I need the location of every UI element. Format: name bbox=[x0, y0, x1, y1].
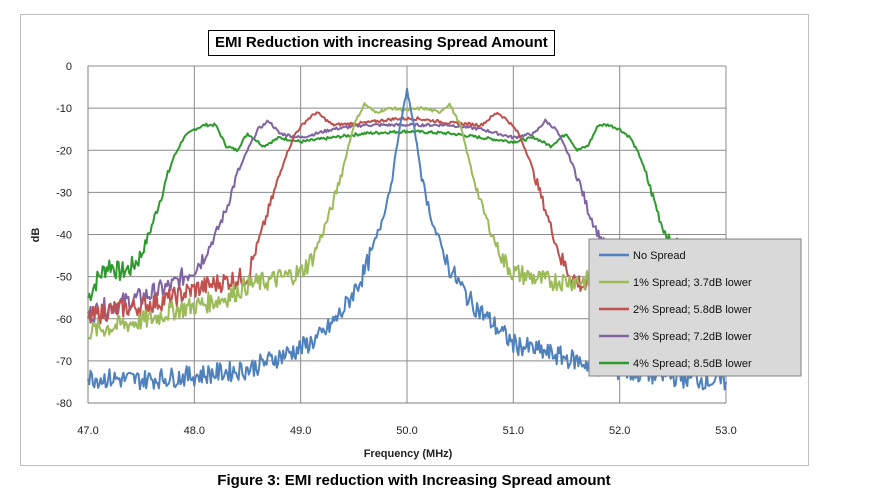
x-tick-label: 50.0 bbox=[396, 425, 417, 437]
legend-label: No Spread bbox=[633, 250, 686, 262]
series-line-1 bbox=[87, 102, 610, 340]
y-tick-label: -50 bbox=[56, 272, 72, 284]
y-tick-label: -60 bbox=[56, 314, 72, 326]
y-axis-label: dB bbox=[30, 228, 42, 243]
legend-label: 2% Spread; 5.8dB lower bbox=[633, 304, 752, 316]
x-tick-label: 49.0 bbox=[290, 425, 311, 437]
x-tick-label: 47.0 bbox=[77, 425, 98, 437]
chart-title: EMI Reduction with increasing Spread Amo… bbox=[208, 30, 555, 56]
tick-labels: 0 -10 -20 -30 -40 -50 -60 -70 -80 47.0 48.0 49.0 50.… bbox=[56, 61, 737, 437]
y-tick-label: -30 bbox=[56, 187, 72, 199]
y-tick-label: 0 bbox=[66, 61, 72, 73]
y-tick-label: -20 bbox=[56, 145, 72, 157]
x-tick-label: 48.0 bbox=[184, 425, 205, 437]
series-lines bbox=[87, 87, 727, 391]
x-tick-label: 52.0 bbox=[609, 425, 630, 437]
legend-label: 4% Spread; 8.5dB lower bbox=[633, 358, 752, 370]
legend: No Spread 1% Spread; 3.7dB lower 2% Spread… bbox=[588, 238, 802, 377]
series-line-4 bbox=[87, 122, 679, 302]
legend-label: 3% Spread; 7.2dB lower bbox=[633, 331, 752, 343]
series-line-2 bbox=[87, 111, 610, 325]
series-line-0 bbox=[87, 87, 727, 391]
legend-label: 1% Spread; 3.7dB lower bbox=[633, 277, 752, 289]
legend-box bbox=[588, 238, 802, 377]
axes bbox=[87, 66, 726, 404]
x-tick-label: 53.0 bbox=[715, 425, 736, 437]
figure-caption: Figure 3: EMI reduction with Increasing … bbox=[217, 472, 611, 489]
y-tick-label: -80 bbox=[56, 398, 72, 410]
x-axis-label: Frequency (MHz) bbox=[364, 448, 453, 460]
y-tick-label: -70 bbox=[56, 356, 72, 368]
x-tick-label: 51.0 bbox=[503, 425, 524, 437]
y-tick-label: -40 bbox=[56, 230, 72, 242]
y-tick-label: -10 bbox=[56, 103, 72, 115]
